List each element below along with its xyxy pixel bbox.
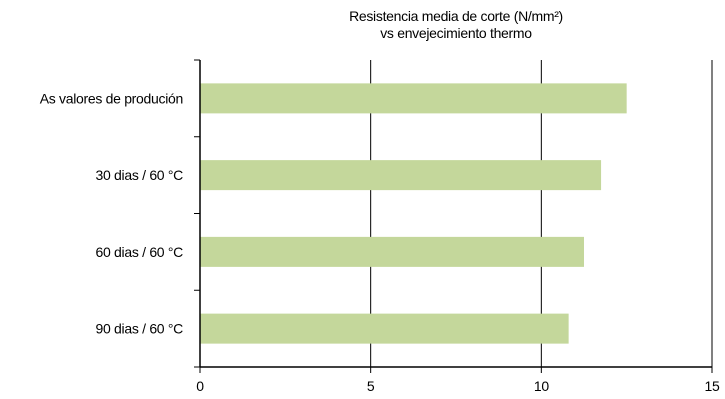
bar-3	[200, 313, 569, 344]
x-tick-label-1: 5	[367, 378, 375, 394]
category-label-2: 60 dias / 60 °C	[96, 244, 184, 260]
chart-title-line-1: Resistencia media de corte (N/mm²)	[349, 8, 563, 24]
x-tick-labels: 0 5 10 15	[196, 378, 720, 394]
x-tick-label-0: 0	[196, 378, 204, 394]
x-tick-label-3: 15	[705, 378, 720, 394]
bar-1	[200, 160, 602, 191]
chart-title: Resistencia media de corte (N/mm²) vs en…	[200, 8, 712, 42]
category-labels: As valores de produción 30 dias / 60 °C 60…	[40, 90, 184, 337]
x-tick-label-2: 10	[534, 378, 549, 394]
bar-0	[200, 83, 627, 114]
bars	[200, 83, 627, 344]
bar-2	[200, 236, 584, 267]
axes	[194, 59, 713, 373]
chart-title-line-2: vs envejecimiento thermo	[380, 25, 532, 41]
category-label-3: 90 dias / 60 °C	[96, 321, 184, 337]
category-label-0: As valores de produción	[40, 90, 183, 106]
category-label-1: 30 dias / 60 °C	[96, 167, 184, 183]
